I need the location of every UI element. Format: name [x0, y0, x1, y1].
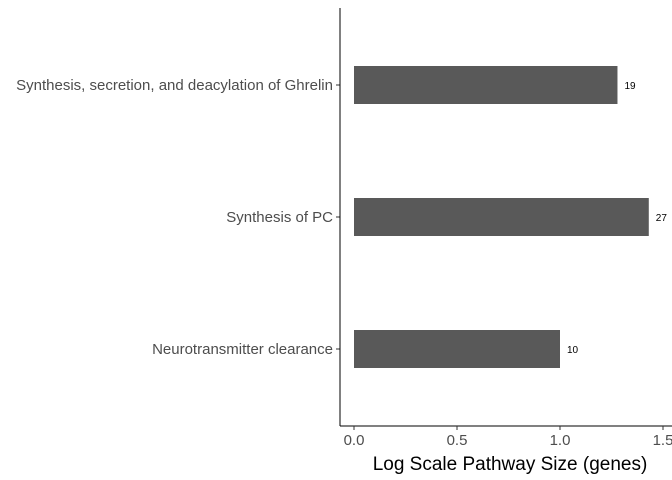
data-label: 19 [624, 81, 636, 92]
x-tick-label: 0.5 [447, 432, 468, 449]
data-label: 10 [567, 345, 579, 356]
data-label: 27 [656, 213, 668, 224]
bar [354, 330, 560, 368]
bar [354, 198, 649, 236]
x-tick-label: 0.0 [344, 432, 365, 449]
x-tick-label: 1.0 [550, 432, 571, 449]
bar [354, 66, 618, 104]
bars-group [354, 66, 649, 368]
category-labels-group: Synthesis, secretion, and deacylation of… [16, 77, 340, 358]
category-label: Neurotransmitter clearance [152, 341, 333, 358]
category-label: Synthesis, secretion, and deacylation of… [16, 77, 333, 94]
x-ticks-group: 0.0 0.5 1.0 1.5 [344, 426, 672, 449]
x-tick-label: 1.5 [653, 432, 672, 449]
data-labels-group: 19 27 10 [567, 81, 667, 356]
x-axis-title: Log Scale Pathway Size (genes) [373, 454, 648, 475]
category-label: Synthesis of PC [226, 209, 333, 226]
